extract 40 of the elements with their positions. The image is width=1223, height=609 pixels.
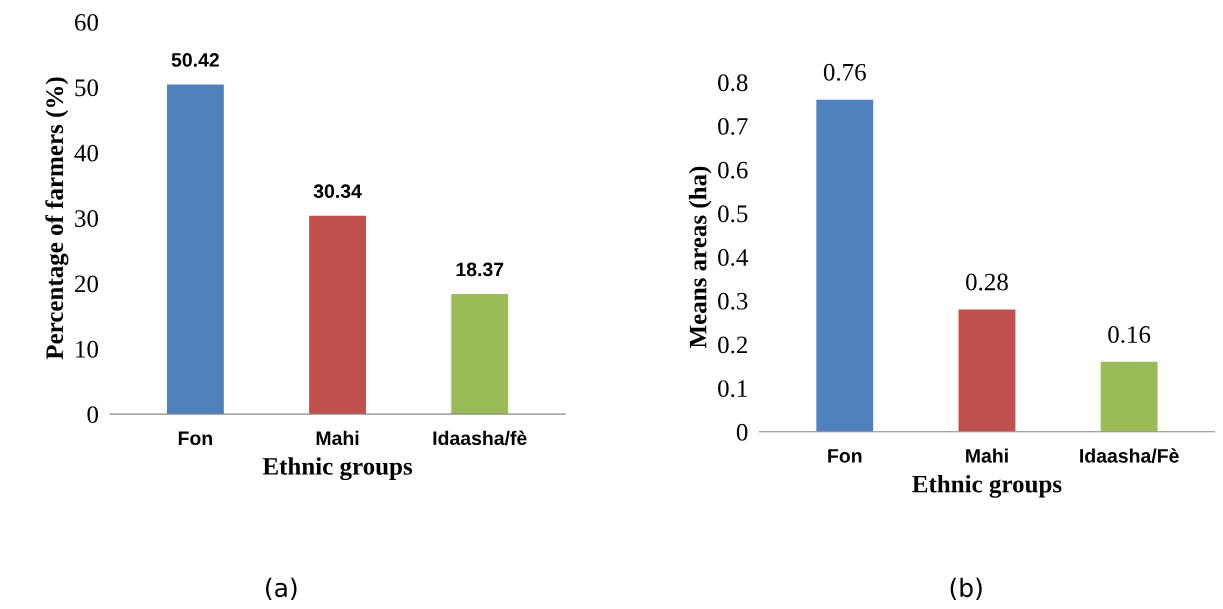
y-tick-label: 30	[75, 210, 99, 227]
bar	[816, 99, 874, 432]
bar	[1100, 361, 1158, 432]
y-tick-label: 0.1	[718, 380, 747, 398]
bar	[451, 294, 509, 415]
y-tick-label: 10	[76, 340, 99, 358]
y-axis-title: Means areas (ha)	[688, 166, 712, 349]
y-tick-label: 0	[87, 406, 99, 424]
data-label: 50.42	[171, 53, 219, 67]
x-tick-label: Fon	[178, 431, 212, 446]
bar	[166, 84, 224, 415]
y-tick-label: 50	[75, 79, 99, 97]
data-label: 18.37	[456, 262, 504, 277]
text: (a)	[266, 577, 297, 601]
y-tick-label: 0.5	[718, 205, 748, 223]
data-label: 0.28	[966, 273, 1008, 291]
y-axis-title: Percentage of farmers (%)	[45, 77, 69, 360]
y-tick-label: 0.4	[718, 249, 748, 267]
x-tick-label: Idaasha/Fè	[1080, 448, 1179, 463]
y-tick-label: 0.8	[718, 74, 748, 92]
x-axis-title: Ethnic groups	[912, 474, 1062, 498]
y-tick-label: 20	[75, 275, 99, 293]
y-tick-label: 40	[74, 144, 99, 162]
data-label: 0.76	[823, 63, 866, 81]
x-tick-label: Mahi	[966, 448, 1008, 463]
data-label: 0.16	[1108, 326, 1151, 344]
data-label: 30.34	[313, 184, 362, 199]
x-axis-title: Ethnic groups	[262, 457, 413, 481]
x-tick-label: Idaasha/fè	[433, 430, 527, 446]
y-tick-label: 0	[736, 423, 748, 441]
x-tick-label: Mahi	[316, 430, 359, 446]
bar	[309, 215, 366, 415]
text: (b)	[950, 577, 982, 601]
y-tick-label: 0.2	[718, 336, 747, 354]
y-tick-label: 0.3	[718, 292, 748, 310]
bar	[958, 309, 1016, 432]
y-tick-label: 0.6	[718, 161, 748, 179]
x-tick-label: Fon	[828, 449, 862, 463]
y-tick-label: 0.7	[718, 117, 748, 135]
y-tick-label: 60	[75, 13, 99, 31]
